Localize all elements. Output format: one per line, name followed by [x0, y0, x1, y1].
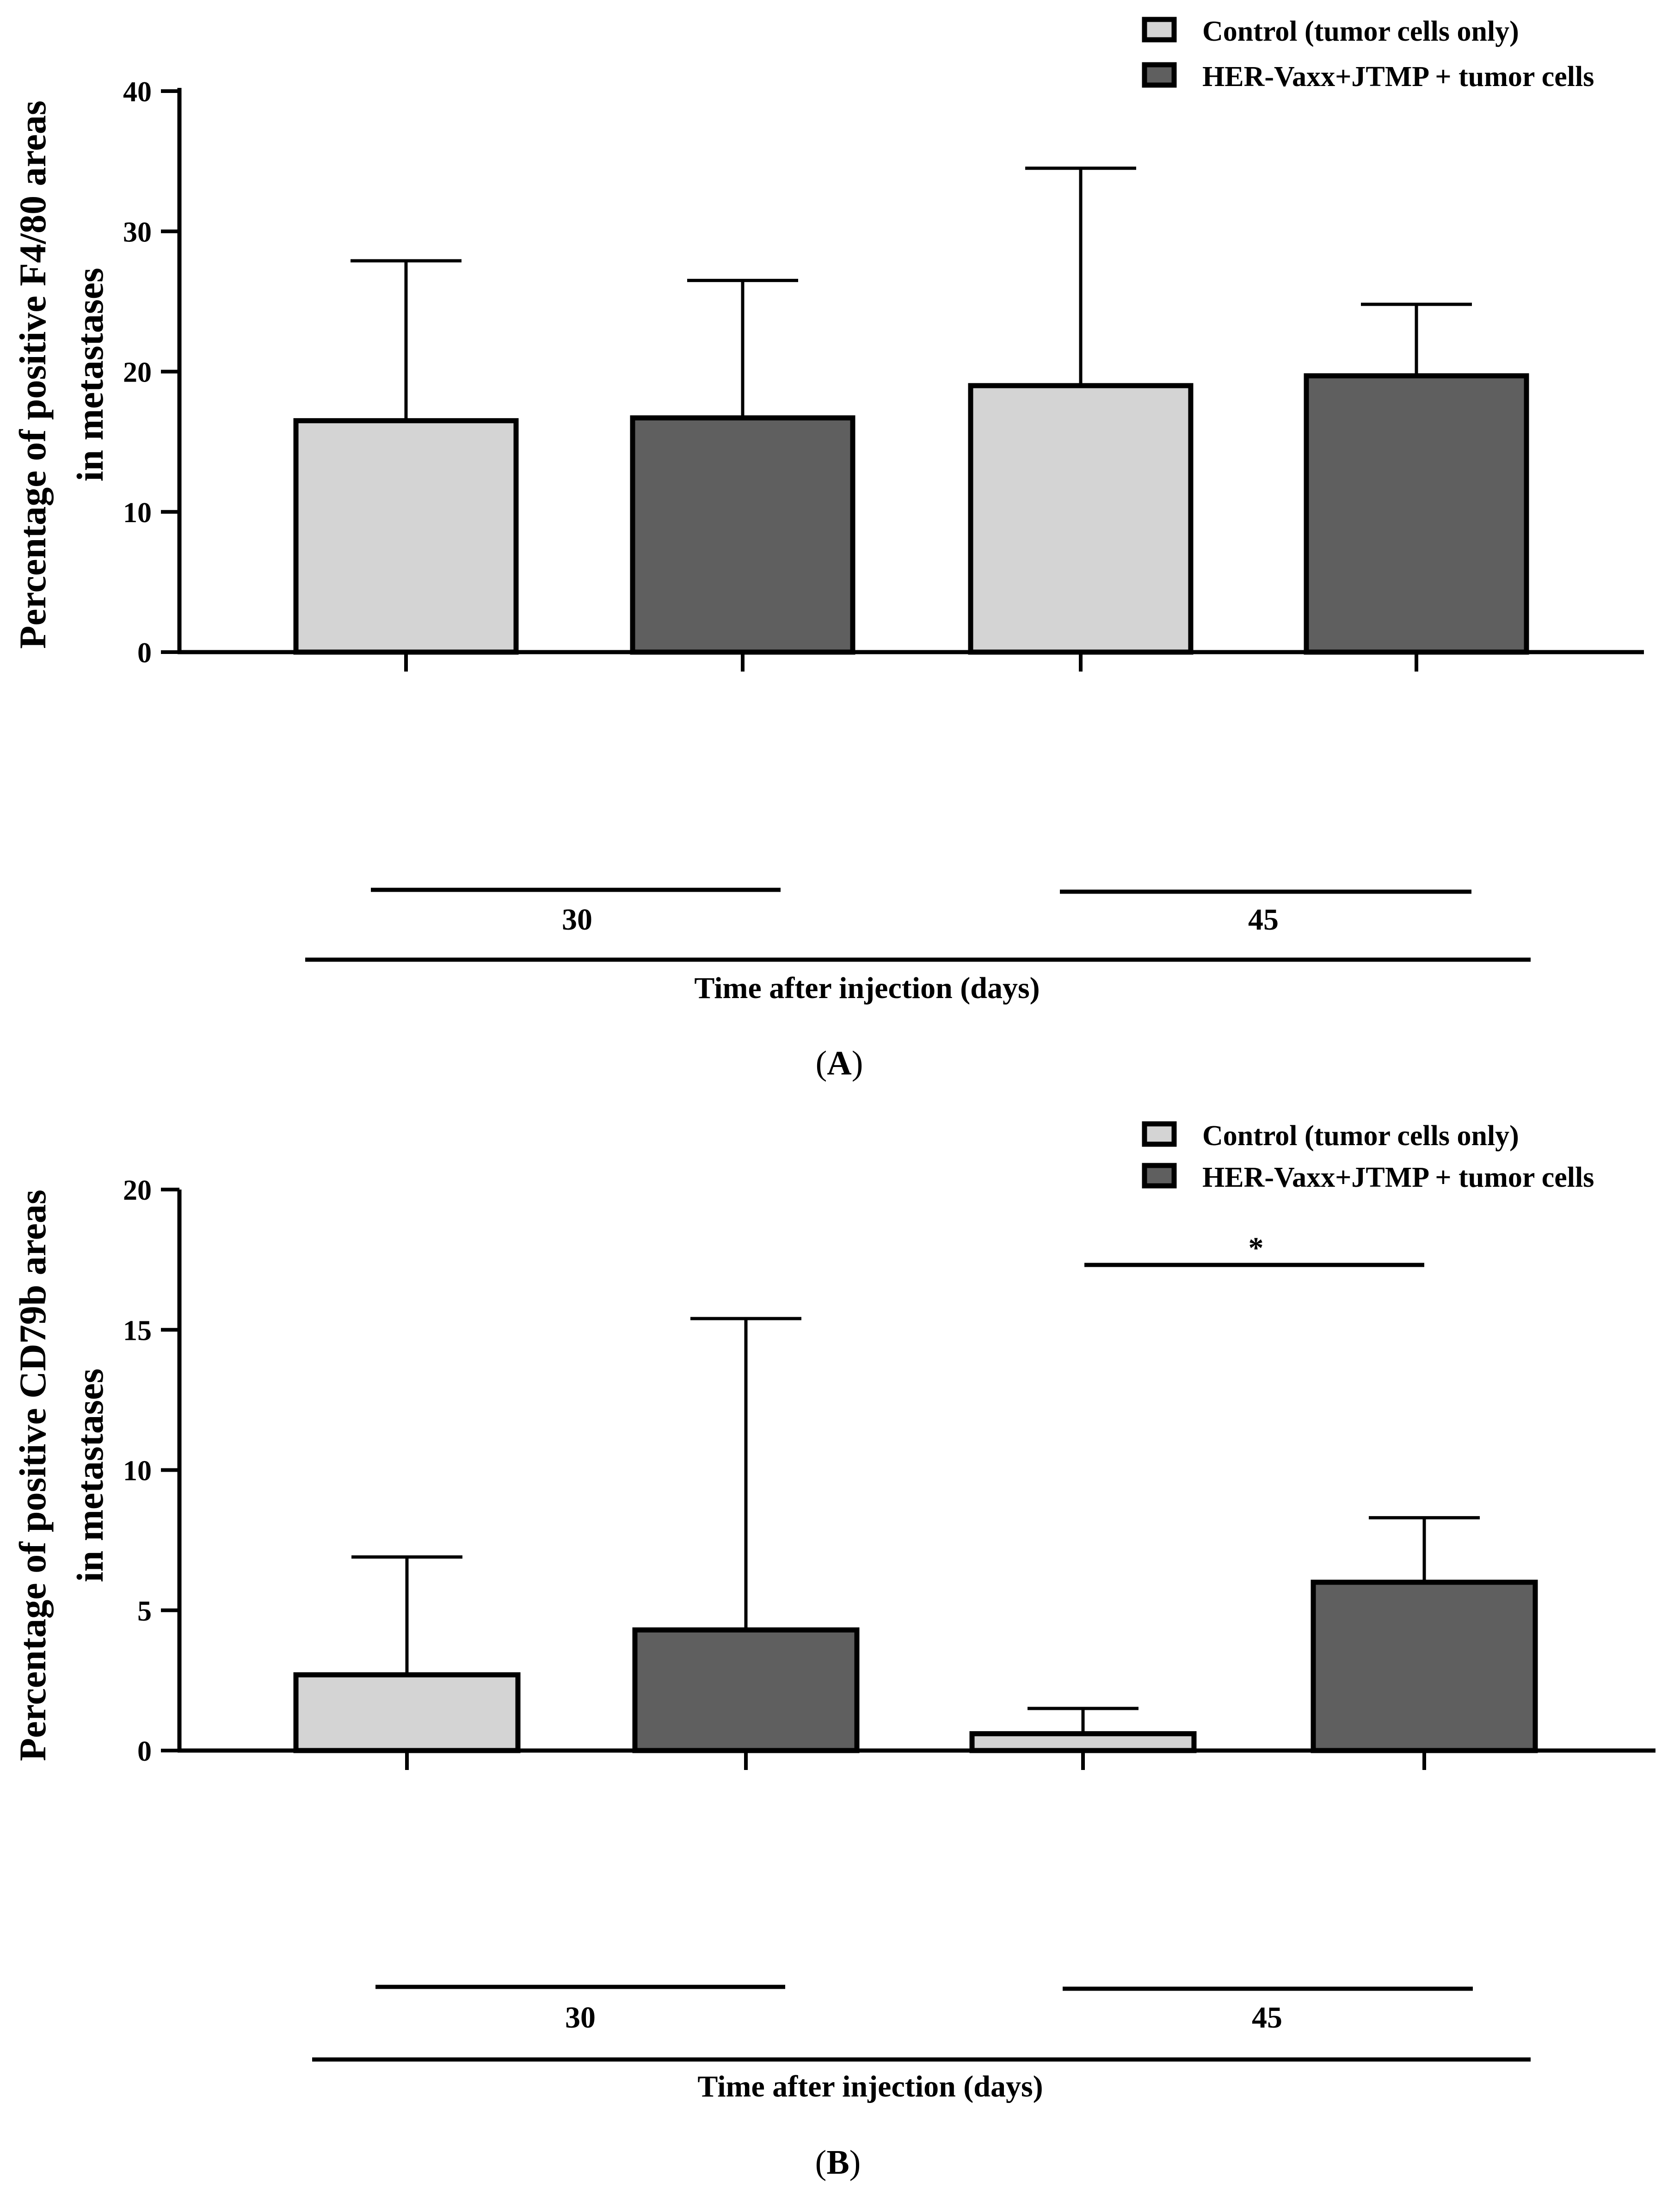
panel-letter-b: B	[826, 2144, 849, 2182]
y-axis-label-a-line2: in metastases	[69, 268, 111, 481]
bar-a-30-treated	[630, 415, 855, 655]
y-tick-label-b-10: 10	[123, 1455, 152, 1487]
y-tick-label-b-0: 0	[137, 1736, 152, 1767]
y-axis-label-a-line1: Percentage of positive F4/80 areas	[12, 100, 54, 649]
x-axis-label-a: Time after injection (days)	[694, 971, 1040, 1005]
y-axis-label-b-line2: in metastases	[69, 1369, 111, 1582]
y-tick-label-a-10: 10	[123, 497, 152, 529]
bars-b	[293, 1317, 1538, 1753]
x-ticks-a	[404, 652, 1418, 672]
y-ticks-a: 0 10 20 30 40	[123, 76, 179, 669]
panel-letter-a: A	[827, 1044, 851, 1082]
y-tick-label-a-20: 20	[123, 357, 152, 388]
legend-a-swatch-control	[1142, 17, 1177, 43]
group-label-a-45: 45	[1248, 903, 1279, 937]
bar-b-45-control	[969, 1731, 1197, 1753]
legend-b: Control (tumor cells only) HER-Vaxx+JTMP…	[1142, 1120, 1594, 1193]
group-label-b-45: 45	[1252, 2001, 1282, 2035]
y-ticks-b: 0 5 10 15 20	[123, 1175, 179, 1767]
bars-a	[293, 166, 1529, 655]
legend-a: Control (tumor cells only) HER-Vaxx+JTMP…	[1142, 16, 1594, 92]
y-tick-label-a-0: 0	[137, 637, 152, 669]
legend-a-label-control: Control (tumor cells only)	[1202, 16, 1519, 47]
bar-b-30-control	[293, 1672, 521, 1753]
y-tick-label-a-40: 40	[123, 76, 152, 108]
y-tick-label-a-30: 30	[123, 216, 152, 248]
panel-b: Control (tumor cells only) HER-Vaxx+JTMP…	[12, 1120, 1655, 2182]
legend-b-swatch-treated	[1142, 1163, 1177, 1189]
y-tick-label-b-20: 20	[123, 1175, 152, 1206]
y-tick-label-b-5: 5	[137, 1596, 152, 1627]
bar-b-30-treated	[632, 1627, 860, 1753]
bar-a-45-treated	[1304, 373, 1529, 655]
y-axis-label-b-line1: Percentage of positive CD79b areas	[12, 1190, 54, 1761]
legend-b-label-control: Control (tumor cells only)	[1202, 1120, 1519, 1152]
panel-label-a: (A)	[816, 1044, 863, 1082]
panel-a: Control (tumor cells only) HER-Vaxx+JTMP…	[12, 16, 1644, 1082]
x-ticks-b	[405, 1751, 1426, 1770]
significance-star-b: *	[1249, 1231, 1264, 1265]
bar-a-45-control	[968, 383, 1194, 655]
panel-label-b: (B)	[815, 2144, 861, 2182]
legend-b-label-treated: HER-Vaxx+JTMP + tumor cells	[1202, 1162, 1594, 1193]
bar-b-45-treated	[1311, 1579, 1538, 1753]
legend-a-label-treated: HER-Vaxx+JTMP + tumor cells	[1202, 61, 1594, 92]
y-tick-label-b-15: 15	[123, 1315, 152, 1346]
legend-a-swatch-treated	[1142, 62, 1177, 88]
legend-b-swatch-control	[1142, 1121, 1177, 1147]
x-axis-label-b: Time after injection (days)	[697, 2070, 1043, 2103]
bar-a-30-control	[293, 418, 519, 655]
group-label-a-30: 30	[562, 903, 592, 937]
group-label-b-30: 30	[565, 2001, 596, 2035]
